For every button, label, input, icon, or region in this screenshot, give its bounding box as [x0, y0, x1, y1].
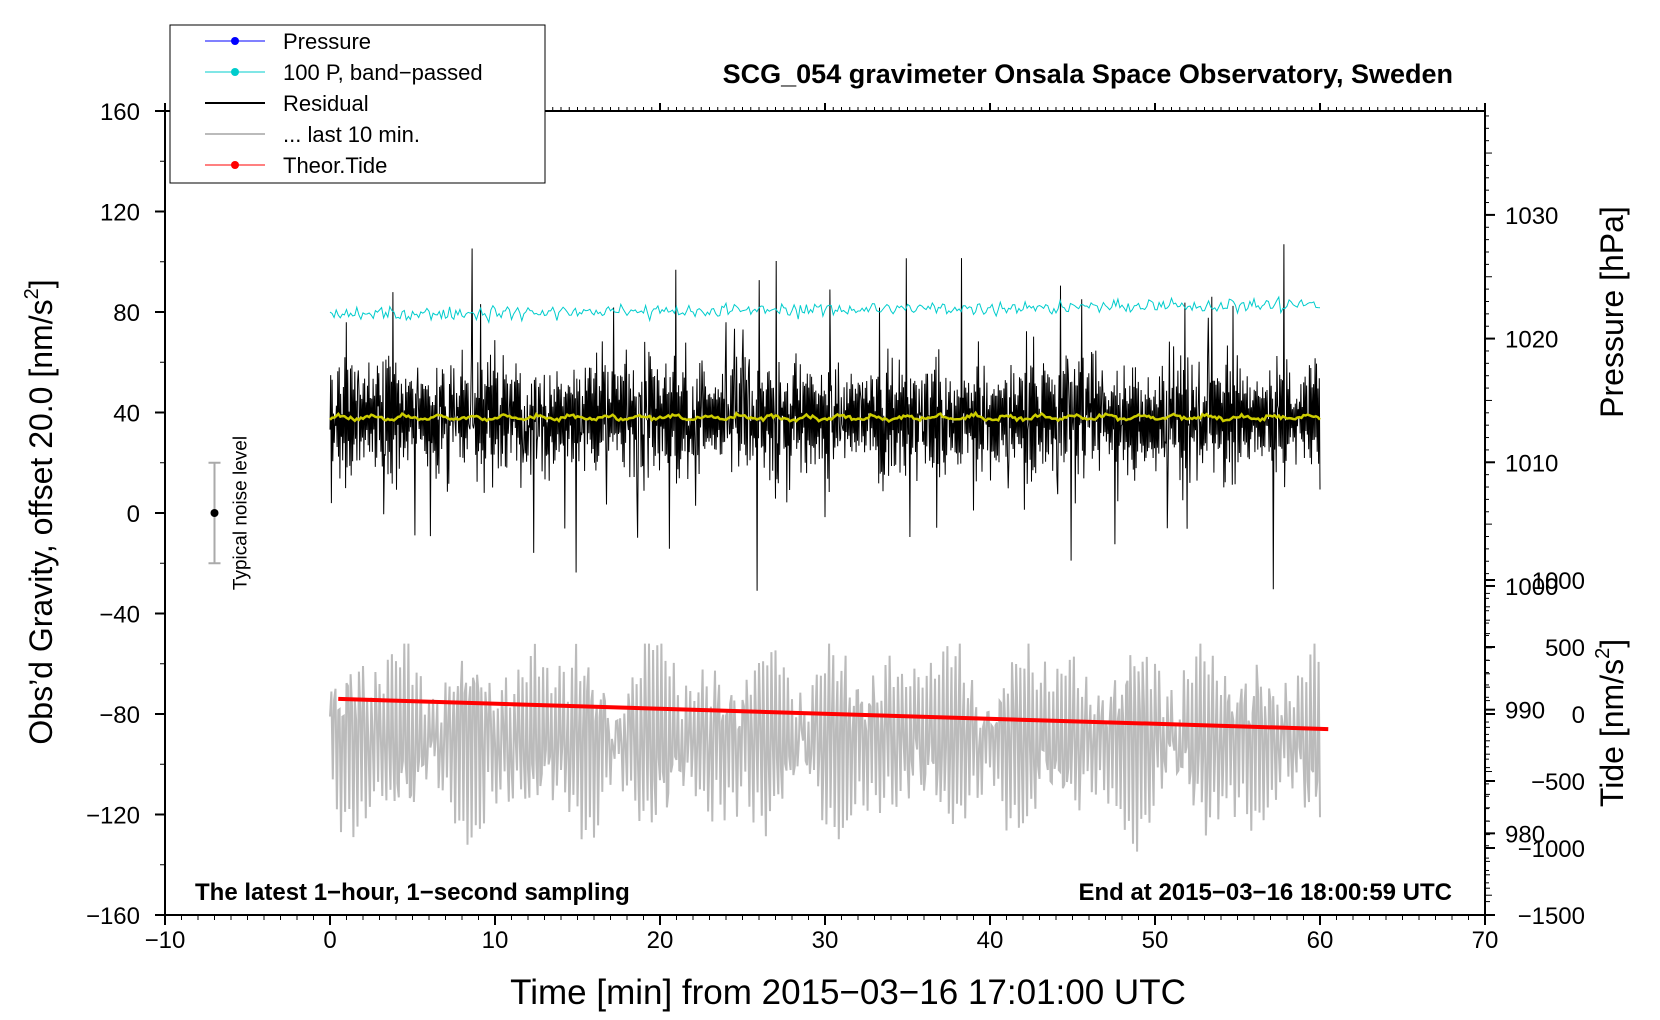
band-passed-pressure-line — [329, 295, 1321, 324]
legend-label: 100 P, band−passed — [283, 60, 483, 85]
pressure-tick-label: 1000 — [1505, 574, 1558, 601]
legend-marker — [231, 161, 239, 169]
y-tick-label: −120 — [86, 803, 140, 830]
y-tick-label: −160 — [86, 903, 140, 930]
x-tick-label: 40 — [977, 927, 1004, 954]
chart-title: SCG_054 gravimeter Onsala Space Observat… — [723, 59, 1453, 89]
tide-tick-label: 500 — [1545, 635, 1585, 662]
tide-tick-label: −1000 — [1518, 836, 1585, 863]
x-tick-label: 50 — [1142, 927, 1169, 954]
legend-marker — [231, 37, 239, 45]
y-tick-label: 80 — [113, 300, 140, 327]
x-axis-label: Time [min] from 2015−03−16 17:01:00 UTC — [510, 973, 1186, 1012]
y-tick-label: 0 — [127, 501, 140, 528]
y-axis-label-left-close: ] — [23, 279, 59, 288]
x-tick-label: 70 — [1472, 927, 1499, 954]
typical-noise-indicator: Typical noise level — [208, 436, 252, 590]
legend-label: Residual — [283, 91, 369, 116]
tide-tick-label: −1500 — [1518, 903, 1585, 930]
noise-center-dot — [210, 509, 219, 517]
x-tick-label: 60 — [1307, 927, 1334, 954]
axis-ticks: −10 0 10 20 30 40 50 60 70−160−120−80−4004080120… — [86, 99, 1585, 954]
y-axis-label-tide-main: Tide [nm/s — [1594, 659, 1630, 807]
legend-label: Pressure — [283, 29, 371, 54]
tide-tick-label: 0 — [1572, 702, 1585, 729]
x-tick-label: 0 — [323, 927, 336, 954]
y-tick-label: −80 — [99, 702, 140, 729]
pressure-tick-label: 1010 — [1505, 450, 1558, 477]
theoretical-tide-line — [338, 696, 1329, 732]
tide-tick-label: 1000 — [1532, 568, 1585, 595]
pressure-tick-label: 990 — [1505, 698, 1545, 725]
y-tick-label: −40 — [99, 602, 140, 629]
legend-label: ... last 10 min. — [283, 122, 420, 147]
tide-tick-label: −500 — [1531, 769, 1585, 796]
y-axis-label-tide-close: ] — [1594, 639, 1630, 648]
legend: Pressure 100 P, band−passed Residual ... la… — [169, 24, 546, 184]
x-tick-label: 20 — [647, 927, 674, 954]
annotation-bottom-left: The latest 1−hour, 1−second sampling — [195, 879, 630, 906]
y-axis-label-left-sup: 2 — [21, 288, 43, 299]
x-tick-label: −10 — [145, 927, 186, 954]
x-tick-label: 30 — [812, 927, 839, 954]
data-traces — [329, 244, 1329, 852]
y-axis-label-tide: Tide [nm/s2] — [1592, 639, 1630, 807]
annotation-bottom-right: End at 2015−03−16 18:00:59 UTC — [1078, 879, 1452, 906]
y-axis-label-tide-sup: 2 — [1592, 648, 1614, 659]
legend-label: Theor.Tide — [283, 153, 387, 178]
residual-smoothed-line — [329, 410, 1321, 423]
pressure-tick-label: 980 — [1505, 821, 1545, 848]
noise-label: Typical noise level — [231, 436, 252, 590]
y-tick-label: 40 — [113, 401, 140, 428]
plot-frame — [164, 110, 1486, 916]
pressure-tick-label: 1020 — [1505, 327, 1558, 354]
y-axis-label-pressure: Pressure [hPa] — [1594, 206, 1630, 418]
legend-marker — [231, 68, 239, 76]
y-tick-label: 160 — [100, 99, 140, 126]
pressure-tick-label: 1030 — [1505, 203, 1558, 230]
residual-line — [329, 244, 1321, 591]
y-axis-label-left: Obs’d Gravity, offset 20.0 [nm/s2] — [21, 279, 59, 744]
last-10-min-line — [329, 643, 1321, 852]
y-tick-label: 120 — [100, 200, 140, 227]
y-axis-label-left-main: Obs’d Gravity, offset 20.0 [nm/s — [23, 299, 59, 744]
x-tick-label: 10 — [482, 927, 509, 954]
